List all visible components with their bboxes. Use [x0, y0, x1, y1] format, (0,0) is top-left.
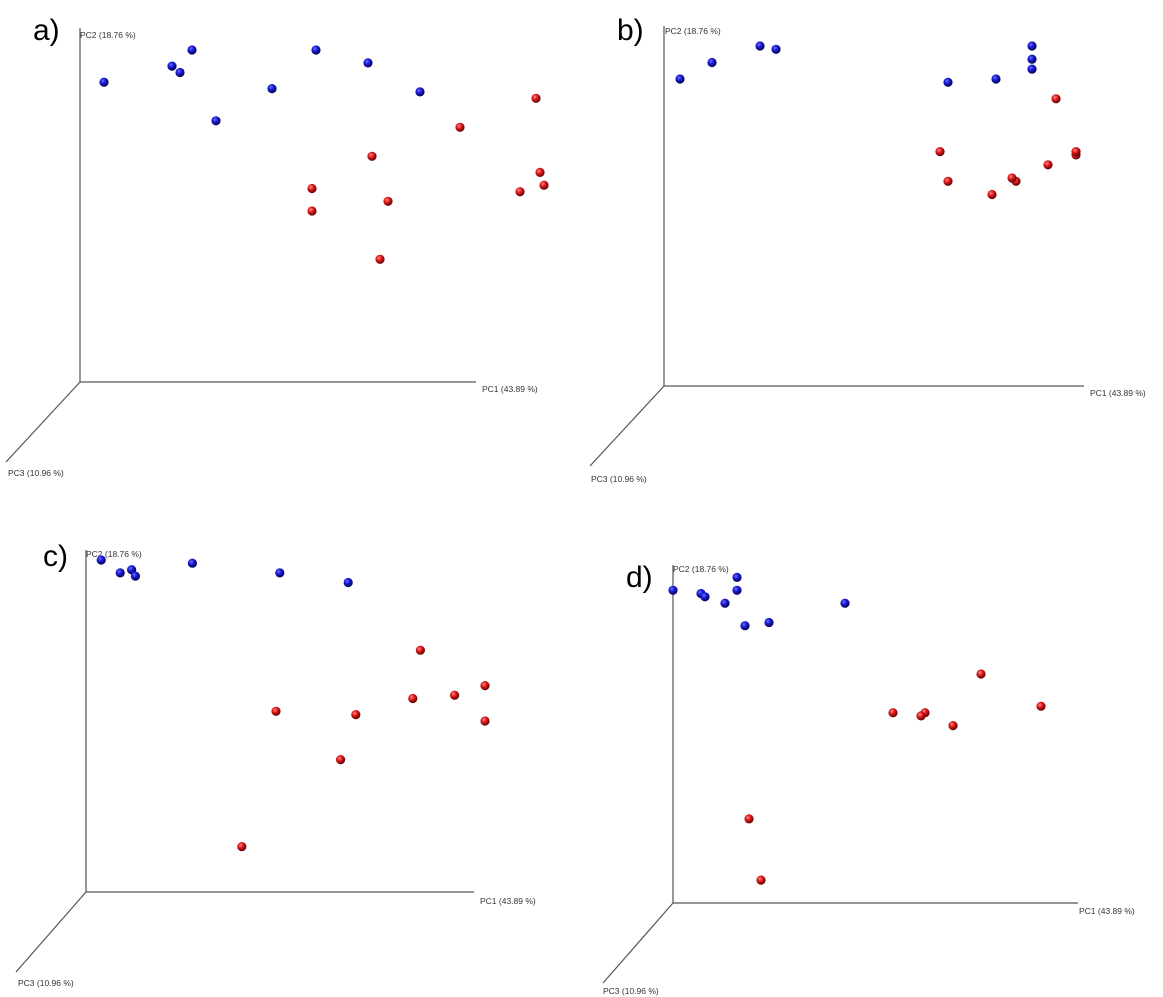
data-point-red [455, 122, 465, 132]
data-point-red [531, 93, 541, 103]
data-point-blue [991, 74, 1001, 84]
data-point-red [408, 693, 418, 704]
pc2-axis-label: PC2 (18.76 %) [665, 26, 721, 36]
data-point-blue [167, 61, 177, 71]
data-point-red [237, 842, 247, 852]
data-point-red [948, 721, 958, 731]
data-point-blue [668, 585, 678, 595]
data-point-blue [130, 571, 140, 581]
data-point-blue [675, 74, 685, 84]
data-point-blue [187, 45, 197, 55]
data-point-red [515, 187, 525, 197]
data-point-blue [720, 598, 730, 608]
data-point-blue [740, 621, 750, 631]
data-point-red [307, 183, 317, 194]
data-point-blue [1027, 54, 1037, 64]
data-point-blue [732, 585, 742, 595]
panel-label: c) [43, 540, 68, 573]
data-point-blue [1027, 41, 1037, 51]
data-point-red [271, 706, 281, 716]
panel-label: d) [626, 561, 653, 594]
data-point-red [916, 711, 926, 721]
data-point-blue [211, 116, 221, 126]
data-point-blue [187, 558, 197, 568]
pc3-axis-label: PC3 (10.96 %) [18, 978, 74, 988]
data-point-blue [363, 58, 373, 68]
data-point-blue [840, 598, 850, 608]
data-point-blue [700, 592, 710, 602]
data-point-red [756, 875, 766, 885]
pc3-axis [602, 902, 674, 984]
data-point-blue [343, 577, 353, 588]
data-point-red [1071, 147, 1081, 157]
pc3-axis-label: PC3 (10.96 %) [603, 986, 659, 996]
data-point-red [351, 710, 361, 720]
data-point-blue [943, 77, 953, 87]
points-layer [675, 41, 1081, 200]
data-point-red [744, 814, 754, 824]
pc2-axis-label: PC2 (18.76 %) [86, 549, 142, 559]
pc1-axis-label: PC1 (43.89 %) [1090, 388, 1146, 398]
data-point-red [480, 716, 490, 726]
points-layer [96, 555, 490, 852]
data-point-red [415, 645, 425, 655]
data-point-red [375, 254, 385, 264]
data-point-red [539, 180, 549, 190]
data-point-blue [1027, 64, 1037, 74]
data-point-blue [707, 57, 717, 68]
data-point-red [935, 147, 945, 157]
data-point-red [1036, 701, 1046, 711]
panel-label: a) [33, 14, 60, 47]
pc3-axis [589, 385, 665, 467]
data-point-red [535, 167, 545, 177]
panel-label: b) [617, 14, 644, 47]
pc3-axis-label: PC3 (10.96 %) [8, 468, 64, 478]
data-point-blue [275, 568, 285, 578]
data-point-red [1043, 160, 1053, 170]
data-point-blue [732, 572, 742, 583]
points-layer [99, 45, 549, 264]
panel-d: d) PC2 (18.76 %) PC1 (43.89 %) PC3 (10.9… [602, 561, 1135, 996]
pc3-axis [15, 891, 87, 973]
data-point-red [480, 681, 490, 691]
panel-b: b) PC2 (18.76 %) PC1 (43.89 %) PC3 (10.9… [589, 14, 1146, 484]
data-point-blue [311, 45, 321, 55]
data-point-red [976, 669, 986, 679]
points-layer [668, 572, 1046, 885]
data-point-blue [415, 87, 425, 97]
data-point-red [987, 189, 997, 200]
data-point-red [383, 196, 393, 206]
panel-a: a) PC2 (18.76 %) PC1 (43.89 %) PC3 (10.9… [5, 14, 549, 478]
data-point-red [367, 151, 377, 161]
data-point-red [1051, 94, 1061, 104]
pc3-axis [5, 381, 81, 463]
pc2-axis-label: PC2 (18.76 %) [80, 30, 136, 40]
pc1-axis-label: PC1 (43.89 %) [1079, 906, 1135, 916]
data-point-red [307, 206, 317, 216]
data-point-blue [96, 555, 106, 565]
data-point-red [336, 755, 346, 765]
pc1-axis-label: PC1 (43.89 %) [482, 384, 538, 394]
data-point-blue [99, 77, 109, 87]
data-point-blue [115, 568, 125, 578]
data-point-blue [755, 41, 765, 51]
pc2-axis-label: PC2 (18.76 %) [673, 564, 729, 574]
data-point-red [450, 690, 460, 700]
data-point-red [1007, 173, 1017, 183]
data-point-red [943, 176, 953, 186]
panel-c: c) PC2 (18.76 %) PC1 (43.89 %) PC3 (10.9… [15, 540, 536, 988]
data-point-blue [771, 44, 781, 54]
data-point-blue [175, 67, 185, 78]
data-point-blue [764, 617, 774, 628]
pc1-axis-label: PC1 (43.89 %) [480, 896, 536, 906]
data-point-blue [267, 84, 277, 94]
pc3-axis-label: PC3 (10.96 %) [591, 474, 647, 484]
data-point-red [888, 708, 898, 718]
